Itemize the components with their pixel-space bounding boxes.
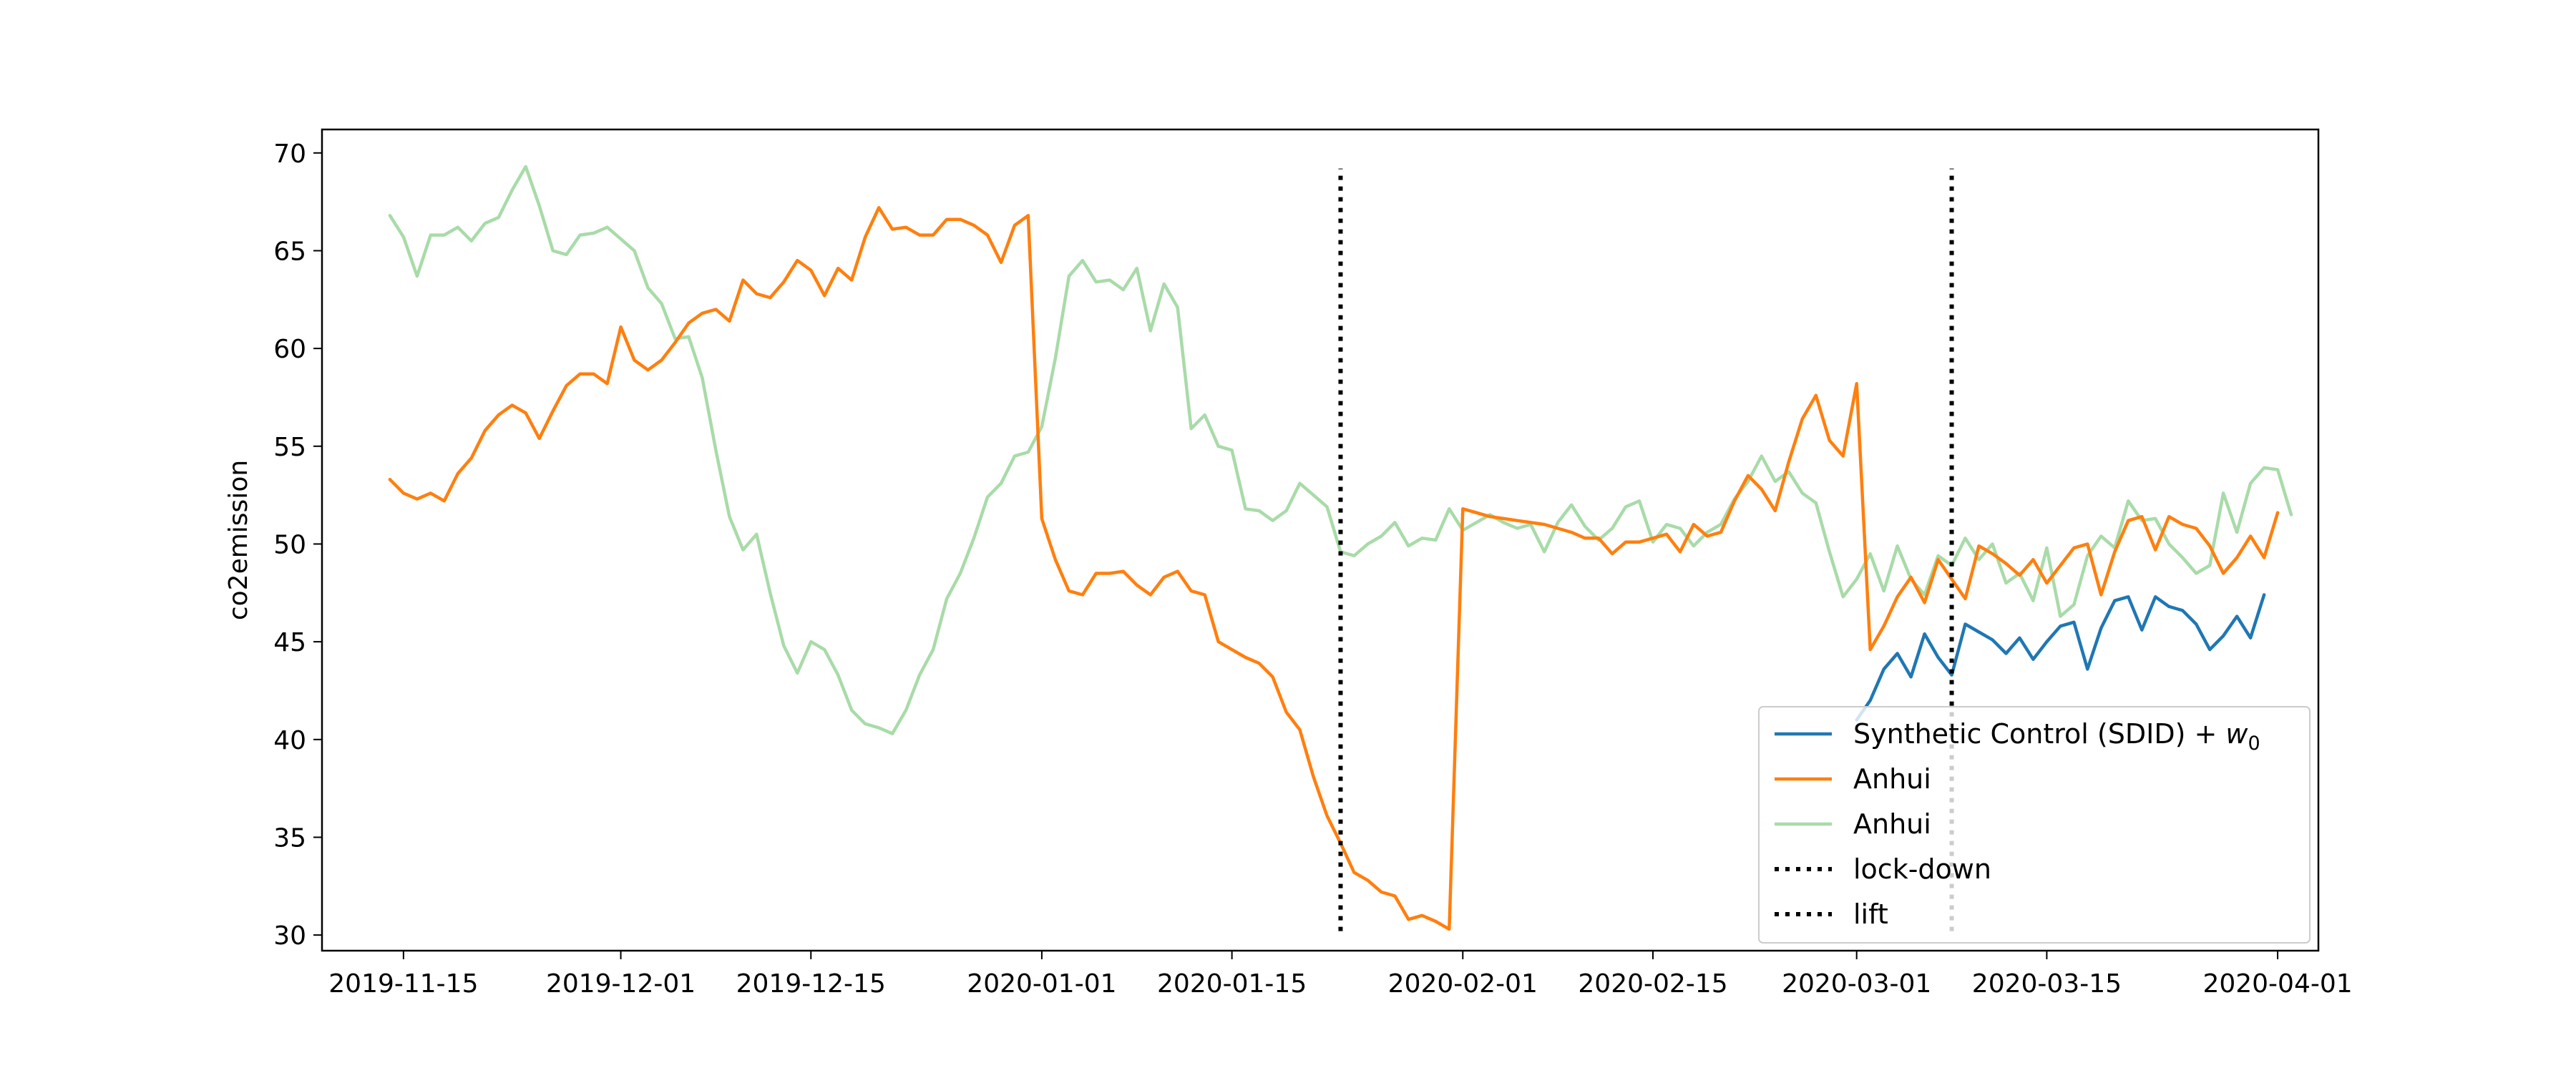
x-tick-label: 2019-12-15 [736,969,886,999]
y-tick-label: 30 [273,921,306,951]
series-line-2 [1855,593,2266,722]
legend-label-3: lock-down [1853,853,1991,885]
y-tick-label: 35 [273,823,306,853]
legend-math: w [2225,718,2248,750]
legend-label-1: Anhui [1853,763,1931,795]
legend-label-2: Anhui [1853,808,1931,840]
legend-label-4: lift [1853,898,1888,930]
x-tick-label: 2020-02-01 [1388,969,1538,999]
y-tick-label: 70 [273,139,306,169]
legend-box [1758,706,2311,944]
x-tick-label: 2020-01-01 [967,969,1116,999]
y-tick-label: 40 [273,726,306,755]
x-tick-label: 2020-01-15 [1157,969,1307,999]
legend-subscript: 0 [2248,733,2260,755]
legend: Synthetic Control (SDID) + w0 Anhui Anhui l… [1758,706,2311,944]
series-line-1 [388,206,2280,931]
y-tick-label: 60 [273,335,306,364]
y-tick-label: 55 [273,433,306,462]
y-tick-label: 65 [273,237,306,266]
x-tick-label: 2019-11-15 [328,969,478,999]
x-tick-label: 2019-12-01 [546,969,696,999]
vertical-lines-layer [1338,168,1954,931]
x-tick-label: 2020-03-01 [1782,969,1931,999]
y-tick-label: 45 [273,628,306,657]
y-tick-label: 50 [273,530,306,559]
plot-frame [321,128,2320,952]
x-axis-ticks: 2019-11-15 2019-12-01 2019-12-15 2020-01-01… [328,951,2353,999]
x-tick-label: 2020-03-15 [1972,969,2122,999]
x-tick-label: 2020-02-15 [1578,969,1727,999]
x-tick-label: 2020-04-01 [2202,969,2352,999]
y-axis-ticks: 30 35 40 45 50 55 60 65 70 [273,139,322,951]
y-axis-label: co2emission [224,460,253,620]
legend-label-0: Synthetic Control (SDID) + w0 [1853,718,2260,755]
